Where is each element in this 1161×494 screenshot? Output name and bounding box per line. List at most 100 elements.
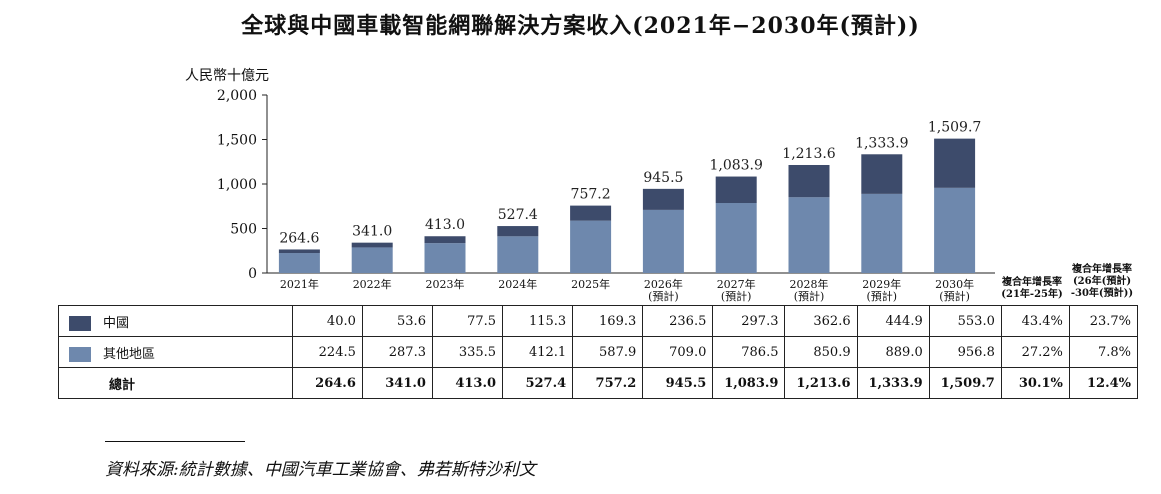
table-cell: 1,333.9: [856, 367, 930, 399]
x-tick-label: 2027年: [717, 277, 756, 291]
table-cell: 757.2: [572, 367, 644, 399]
table-cell: 297.3: [712, 305, 786, 337]
data-label-total: 264.6: [279, 230, 319, 246]
cagr-cell: 43.4%: [1000, 305, 1070, 337]
table-cell: 444.9: [856, 305, 930, 337]
bar-china: [278, 249, 320, 254]
footnote-divider: [105, 441, 245, 442]
bar-china: [570, 205, 612, 221]
table-cell: 553.0: [928, 305, 1002, 337]
table-cell: 236.5: [642, 305, 714, 337]
cagr-cell: 23.7%: [1068, 305, 1139, 337]
table-cell: 945.5: [642, 367, 714, 399]
data-label-total: 527.4: [498, 207, 538, 223]
cagr-header: 複合年增長率: [1071, 262, 1132, 275]
x-tick-label: 2026年: [644, 277, 683, 291]
table-cell: 850.9: [784, 336, 858, 368]
x-tick-label: 2022年: [353, 277, 392, 291]
cagr-header: 複合年增長率: [1001, 275, 1062, 288]
bar-china: [934, 138, 976, 188]
x-tick-label: 2023年: [426, 277, 465, 291]
table-cell: 889.0: [856, 336, 930, 368]
bar-other-regions: [715, 203, 757, 273]
bar-china: [788, 164, 830, 198]
table-cell: 77.5: [431, 305, 504, 337]
bar-china: [861, 154, 903, 194]
data-label-total: 341.0: [352, 224, 392, 240]
data-label-total: 1,509.7: [928, 120, 981, 136]
bar-chart: 人民幣十億元 0 500 1,000 1,500 2,000 264.6 2021年 341.0…: [185, 68, 1133, 303]
table-cell: 412.1: [502, 336, 574, 368]
table-cell: 587.9: [572, 336, 644, 368]
table-row: 其他地區 224.5 287.3 335.5 412.1 587.9 709.0 786.5 8…: [58, 336, 1139, 368]
data-label-total: 757.2: [571, 187, 611, 203]
table-cell: 362.6: [784, 305, 858, 337]
table-cell: 413.0: [431, 367, 504, 399]
bar-china: [642, 188, 684, 210]
legend-label: 中國: [103, 315, 130, 331]
table-cell: 224.5: [291, 336, 363, 368]
bar-other-regions: [861, 193, 903, 273]
x-tick-label: 2028年: [790, 277, 829, 291]
table-cell: 1,509.7: [928, 367, 1002, 399]
table-cell: 956.8: [928, 336, 1002, 368]
cagr-cell: 27.2%: [1000, 336, 1070, 368]
x-tick-label: 2021年: [280, 277, 319, 291]
legend-swatch: [69, 315, 91, 331]
table-cell: 40.0: [291, 305, 363, 337]
table-cell: 786.5: [712, 336, 786, 368]
table-cell: 1,083.9: [712, 367, 786, 399]
x-tick-label: (預計): [721, 289, 752, 303]
table-cell: 1,213.6: [784, 367, 858, 399]
y-tick-label: 1,000: [217, 177, 257, 193]
y-tick-label: 500: [230, 222, 257, 238]
data-label-total: 413.0: [425, 217, 465, 233]
table-cell: 335.5: [431, 336, 504, 368]
y-tick-label: 0: [248, 266, 257, 282]
data-label-total: 1,083.9: [709, 158, 762, 174]
table-cell: 169.3: [572, 305, 644, 337]
bar-china: [497, 226, 539, 237]
table-row: 中國 40.0 53.6 77.5 115.3 169.3 236.5 297.3 362.6 4…: [58, 305, 1139, 337]
table-cell: 264.6: [291, 367, 363, 399]
table-row: 總計 264.6 341.0 413.0 527.4 757.2 945.5 1,083.9 1…: [58, 367, 1139, 399]
data-label-total: 1,333.9: [855, 135, 908, 151]
bar-china: [424, 236, 466, 244]
table-cell: 527.4: [502, 367, 574, 399]
source-footnote: 資料來源:統計數據、中國汽車工業協會、弗若斯特沙利文: [105, 460, 536, 480]
bar-china: [351, 242, 393, 248]
bar-other-regions: [642, 209, 684, 273]
data-table: 中國 40.0 53.6 77.5 115.3 169.3 236.5 297.3 362.6 4…: [58, 305, 1139, 399]
cagr-header: (21年-25年): [1001, 287, 1062, 300]
bar-china: [715, 176, 757, 204]
row-label: 中國: [58, 305, 293, 337]
table-cell: 709.0: [642, 336, 714, 368]
chart-title: 全球與中國車載智能網聯解決方案收入(2021年−2030年(預計)): [241, 13, 920, 39]
bar-other-regions: [570, 220, 612, 273]
x-tick-label: 2024年: [498, 277, 537, 291]
cagr-header: (26年(預計): [1073, 274, 1131, 287]
y-tick-label: 1,500: [217, 133, 257, 149]
row-label: 總計: [58, 367, 293, 399]
legend-label: 其他地區: [103, 346, 156, 362]
data-label-total: 945.5: [643, 170, 683, 186]
x-tick-label: 2025年: [571, 277, 610, 291]
legend-label: 總計: [109, 377, 136, 393]
y-axis-label: 人民幣十億元: [185, 68, 269, 84]
x-tick-label: (預計): [867, 289, 898, 303]
table-cell: 287.3: [361, 336, 433, 368]
cagr-cell: 7.8%: [1068, 336, 1139, 368]
x-tick-label: (預計): [648, 289, 679, 303]
legend-swatch: [69, 346, 91, 362]
cagr-cell: 12.4%: [1068, 367, 1139, 399]
x-tick-label: 2029年: [862, 277, 901, 291]
cagr-cell: 30.1%: [1000, 367, 1070, 399]
bar-other-regions: [351, 247, 393, 273]
bar-other-regions: [788, 197, 830, 273]
y-tick-label: 2,000: [217, 88, 257, 104]
bar-other-regions: [278, 253, 320, 273]
bar-other-regions: [934, 187, 976, 273]
x-tick-label: (預計): [939, 289, 970, 303]
bar-other-regions: [424, 243, 466, 273]
table-cell: 341.0: [361, 367, 433, 399]
